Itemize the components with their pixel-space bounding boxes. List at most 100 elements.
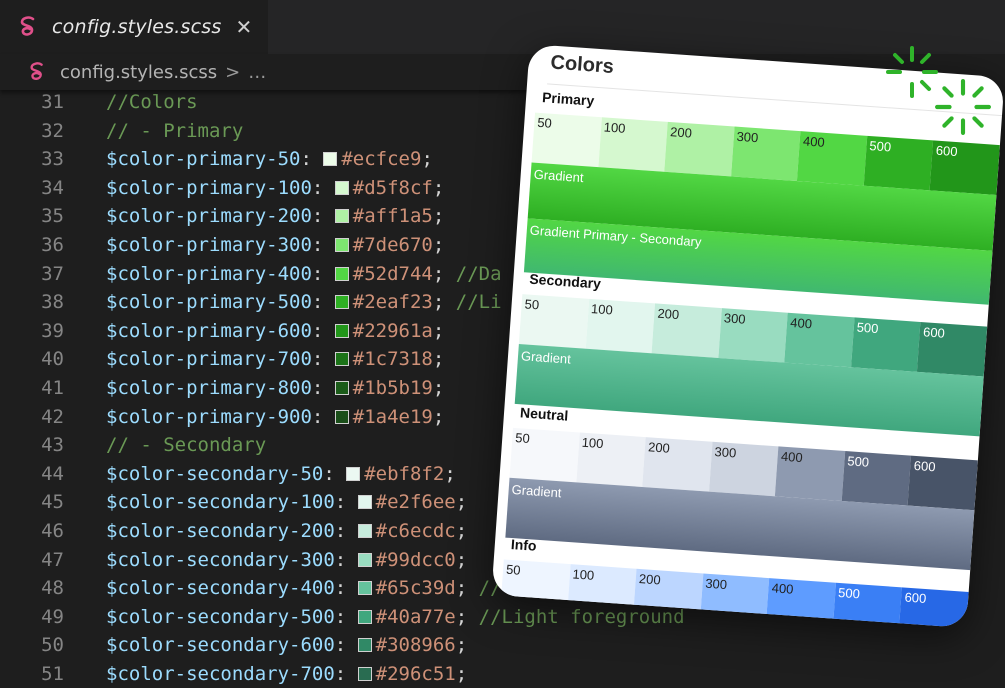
step-label: 50 <box>536 114 553 131</box>
color-step: 400 <box>775 446 846 501</box>
step-label: 400 <box>789 314 813 332</box>
line-number: 36 <box>41 234 64 256</box>
gradient-label: Gradient <box>511 481 563 501</box>
color-swatch-icon[interactable] <box>357 495 372 510</box>
color-step: 200 <box>651 303 722 358</box>
color-swatch-icon[interactable] <box>357 667 372 681</box>
step-label: 600 <box>913 457 937 475</box>
color-preview-card: Colors Primary 50 100 200 300 400 500 600 Gradie… <box>491 44 1005 628</box>
code-punctuation: : <box>334 663 358 685</box>
step-label: 300 <box>723 310 747 327</box>
editor-tab[interactable]: config.styles.scss ✕ <box>0 0 268 54</box>
line-number: 33 <box>41 148 64 171</box>
code-text: $color-secondary-700: #296c51; <box>106 660 467 688</box>
breadcrumb-more[interactable]: … <box>248 61 267 83</box>
sass-file-icon <box>28 61 48 83</box>
color-value: #1b5b19 <box>352 377 433 399</box>
step-label: 400 <box>780 448 804 466</box>
scss-variable: $color-secondary-600 <box>106 634 335 657</box>
color-swatch-icon[interactable] <box>357 638 372 653</box>
code-punctuation: : <box>311 377 335 399</box>
line-number: 32 <box>41 119 64 142</box>
step-label: 600 <box>935 142 959 160</box>
color-swatch-icon[interactable] <box>357 552 372 567</box>
step-label: 300 <box>736 128 759 146</box>
line-number: 41 <box>41 377 64 399</box>
step-label: 400 <box>771 580 794 597</box>
color-swatch-icon[interactable] <box>334 266 349 281</box>
code-punctuation: : <box>311 348 335 371</box>
step-label: 300 <box>714 443 737 461</box>
code-punctuation: ; <box>455 663 468 685</box>
color-value: #aff1a5 <box>352 205 433 228</box>
color-step: 200 <box>642 437 713 492</box>
scss-variable: $color-primary-200 <box>106 205 312 228</box>
scss-variable: $color-primary-900 <box>106 405 312 428</box>
step-label: 500 <box>846 453 870 470</box>
color-swatch-icon[interactable] <box>346 466 361 481</box>
step-label: 400 <box>802 133 826 150</box>
color-swatch-icon[interactable] <box>334 381 349 395</box>
section-title: Primary <box>541 89 595 109</box>
line-number: 45 <box>41 491 64 514</box>
step-label: 100 <box>590 301 614 318</box>
line-number: 38 <box>41 291 64 314</box>
color-swatch-icon[interactable] <box>357 581 372 596</box>
scss-variable: $color-secondary-400 <box>106 577 335 600</box>
code-text: $color-primary-100: #d5f8cf; <box>106 174 444 202</box>
color-swatch-icon[interactable] <box>334 352 349 367</box>
code-editor[interactable]: 31 //Colors 32 // - Primary 33 $color-primary… <box>0 88 1005 685</box>
line-number: 37 <box>41 262 64 285</box>
code-text: $color-primary-800: #1b5b19; <box>106 374 444 402</box>
step-label: 50 <box>524 296 540 313</box>
code-punctuation: ; <box>455 634 468 657</box>
color-step: 600 <box>930 140 1000 195</box>
step-label: 100 <box>581 434 604 452</box>
color-value: #52d744 <box>352 262 433 285</box>
scss-variable: $color-primary-50 <box>106 148 301 171</box>
color-swatch-icon[interactable] <box>334 209 349 224</box>
code-text: $color-secondary-400: #65c39d; // <box>106 574 502 602</box>
color-swatch-icon[interactable] <box>334 295 349 310</box>
color-swatch-icon[interactable] <box>334 238 349 252</box>
close-icon[interactable]: ✕ <box>235 15 253 39</box>
scss-variable: $color-secondary-700 <box>106 663 335 685</box>
code-punctuation: : <box>311 234 335 256</box>
color-swatch-icon[interactable] <box>334 180 349 195</box>
color-swatch-icon[interactable] <box>357 524 372 538</box>
color-value: #22961a <box>352 319 433 342</box>
code-punctuation: ; <box>432 262 445 285</box>
code-punctuation: ; <box>432 319 445 342</box>
color-swatch-icon[interactable] <box>357 609 372 624</box>
color-value: #2eaf23 <box>352 291 433 314</box>
code-comment: // - Secondary <box>106 434 267 457</box>
code-punctuation: ; <box>455 491 468 514</box>
code-punctuation: : <box>334 577 358 600</box>
color-swatch-icon[interactable] <box>334 323 349 338</box>
color-swatch-icon[interactable] <box>323 152 338 167</box>
code-comment: //Colors <box>106 91 198 113</box>
code-punctuation: ; <box>455 605 468 628</box>
color-value: #1a4e19 <box>352 405 433 428</box>
color-step: 600 <box>898 587 969 628</box>
line-number: 49 <box>41 605 64 628</box>
code-text: $color-primary-300: #7de670; <box>106 231 444 259</box>
breadcrumb-file[interactable]: config.styles.scss <box>60 61 218 83</box>
sparkle-icon <box>886 46 938 98</box>
color-step: 100 <box>597 117 668 172</box>
code-punctuation: ; <box>421 148 433 171</box>
code-text: $color-secondary-300: #99dcc0; <box>106 546 467 574</box>
line-number: 34 <box>41 176 64 199</box>
gradient-label: Gradient <box>520 348 572 367</box>
code-punctuation: ; <box>455 577 468 600</box>
code-punctuation: : <box>334 491 358 514</box>
color-swatch-icon[interactable] <box>334 409 349 424</box>
step-label: 100 <box>572 566 595 583</box>
line-number: 43 <box>41 434 64 457</box>
step-label: 200 <box>657 305 680 323</box>
scss-variable: $color-secondary-500 <box>106 605 335 628</box>
line-number: 40 <box>41 348 64 371</box>
section-title: Info <box>510 535 538 554</box>
code-text: $color-primary-50: #ecfce9; <box>106 145 433 173</box>
code-punctuation: : <box>334 548 358 571</box>
